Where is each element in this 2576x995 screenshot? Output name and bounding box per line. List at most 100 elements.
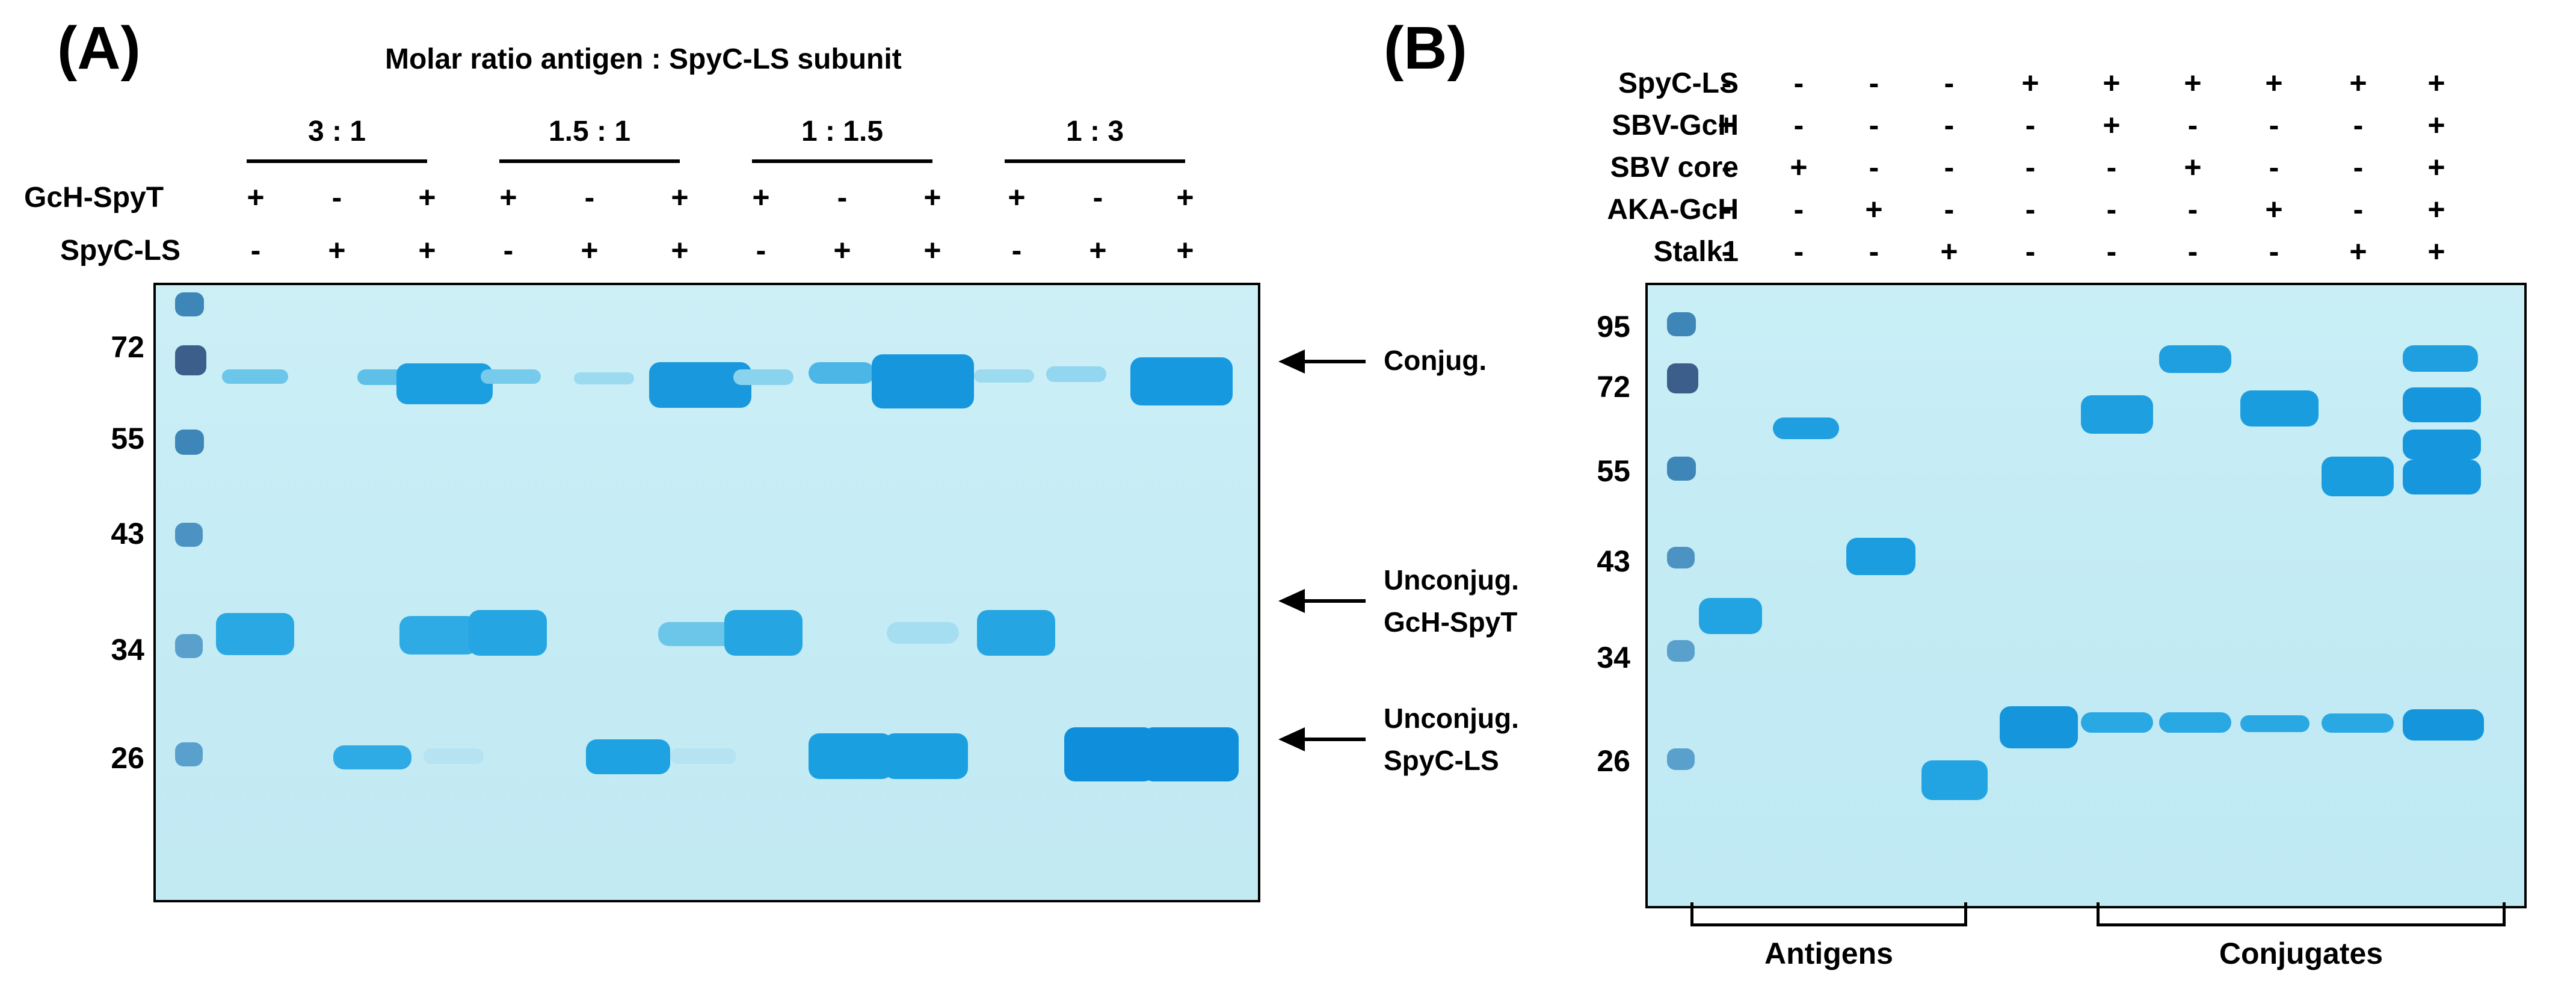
sign-spyc-ls-lane-8: + [833,233,851,267]
arrow-unconj-spyc-line [1299,738,1366,741]
bracket-conjugates [2097,902,2506,926]
sign-b-row4-lane-1: - [1721,193,1732,226]
band-b-lane10-aka-conj [2403,387,2481,422]
sign-b-row4-lane-3: + [1865,193,1883,226]
ratio-label-1: 3 : 1 [307,116,366,147]
sign-gch-spyt-lane-3: + [418,180,436,214]
band-b-lane9-conj [2322,457,2394,496]
ladder-band [1667,640,1695,662]
sign-b-row2-lane-5: - [2025,108,2036,142]
ladder-band [1667,547,1695,568]
sign-b-row2-lane-9: - [2353,108,2364,142]
bracket-antigens [1690,902,1967,926]
label-antigens: Antigens [1764,937,1893,970]
band-lane4-gch [469,610,547,656]
band-b-lane3-aka-gch [1846,538,1915,575]
row-label-spyc-ls: SpyC-LS [60,235,181,266]
sign-b-row2-lane-10: + [2427,108,2445,142]
sign-b-row2-lane-3: - [1869,108,1879,142]
row-label-sbv-gch: SBV-GcH [1612,109,1739,141]
sign-b-row3-lane-4: - [1944,150,1955,184]
row-label-aka-gch: AKA-GcH [1607,194,1739,226]
sign-b-row4-lane-5: - [2025,193,2036,226]
band-b-lane8-spyc [2240,715,2309,732]
band-lane9-spyc [884,733,968,779]
mw-marker-72: 72 [111,330,144,364]
label-conjug: Conjug. [1384,345,1487,376]
mw-marker-34: 34 [111,633,144,667]
band-lane10-gch [977,610,1055,656]
band-lane11-conj-faint [1046,366,1106,382]
sign-b-row5-lane-4: + [1940,235,1958,268]
band-lane4-conj-faint [481,369,541,384]
band-lane6-conj [649,362,751,408]
band-lane5-conj-faint [574,372,634,384]
mw-marker-43: 43 [111,517,144,550]
arrow-conjug-line [1299,360,1366,363]
sign-b-row5-lane-9: + [2349,235,2367,268]
sign-b-row1-lane-5: + [2021,66,2039,100]
band-lane6-spyc-faint [670,748,736,764]
sign-b-row4-lane-8: + [2265,193,2283,226]
band-lane8-conj [809,362,875,384]
band-b-lane6-spyc [2081,712,2153,733]
band-lane11-spyc [1064,727,1154,781]
sign-b-row3-lane-2: + [1790,150,1808,184]
band-b-lane7-conj [2159,345,2231,373]
ladder-band [175,523,203,547]
sign-gch-spyt-lane-7: + [752,180,770,214]
sign-b-row1-lane-3: - [1869,66,1879,100]
sign-gch-spyt-lane-12: + [1176,180,1194,214]
band-b-lane6-conj [2081,395,2153,434]
band-b-lane10-sbv-core-conj [2403,345,2478,372]
band-lane12-conj [1130,357,1233,405]
ratio-line-1 [247,159,427,163]
band-lane1-gch [216,613,294,655]
sign-b-row2-lane-7: - [2187,108,2198,142]
mw-marker-b-34: 34 [1597,641,1630,674]
band-lane7-conj-faint [733,369,793,385]
row-label-stalk1: Stalk1 [1653,236,1739,268]
sign-b-row5-lane-7: - [2187,235,2198,268]
ladder-band [175,634,203,658]
band-lane10-conj-faint [974,369,1034,383]
band-lane2-spyc [333,745,411,769]
sign-b-row1-lane-2: - [1793,66,1804,100]
label-unconj-spyc-2: SpyC-LS [1384,745,1499,776]
sign-spyc-ls-lane-2: + [328,233,346,267]
band-lane3-gch [399,616,478,655]
panel-a-letter: (A) [57,14,141,82]
band-b-lane4-stalk1 [1921,760,1988,800]
band-lane3-conj [396,363,493,404]
sign-b-row5-lane-2: - [1793,235,1804,268]
band-b-lane9-spyc [2322,713,2394,733]
sign-spyc-ls-lane-3: + [418,233,436,267]
sign-gch-spyt-lane-2: - [331,180,342,214]
band-b-lane2-sbv-core [1773,417,1839,439]
panel-a-title: Molar ratio antigen : SpyC-LS subunit [385,43,902,75]
label-unconj-gch-1: Unconjug. [1384,564,1519,596]
mw-marker-b-26: 26 [1597,744,1630,778]
panel-b-letter: (B) [1384,14,1467,82]
band-lane5-spyc [586,739,670,774]
sign-b-row4-lane-4: - [1944,193,1955,226]
sign-spyc-ls-lane-10: - [1011,233,1022,267]
row-label-gch-spyt: GcH-SpyT [24,182,164,214]
sign-b-row5-lane-8: - [2269,235,2279,268]
sign-b-row4-lane-2: - [1793,193,1804,226]
sign-gch-spyt-lane-8: - [837,180,848,214]
ratio-line-4 [1005,159,1185,163]
gel-panel-a [153,283,1260,902]
sign-b-row3-lane-1: - [1721,150,1732,184]
mw-marker-55: 55 [111,422,144,455]
sign-b-row2-lane-8: - [2269,108,2279,142]
sign-spyc-ls-lane-12: + [1176,233,1194,267]
sign-spyc-ls-lane-9: + [923,233,941,267]
sign-b-row1-lane-10: + [2427,66,2445,100]
sign-spyc-ls-lane-5: + [581,233,599,267]
ladder-band [175,292,204,316]
sign-gch-spyt-lane-5: - [584,180,595,214]
band-b-lane10-spyc [2403,709,2484,741]
ladder-band [1667,363,1698,393]
sign-b-row3-lane-10: + [2427,150,2445,184]
